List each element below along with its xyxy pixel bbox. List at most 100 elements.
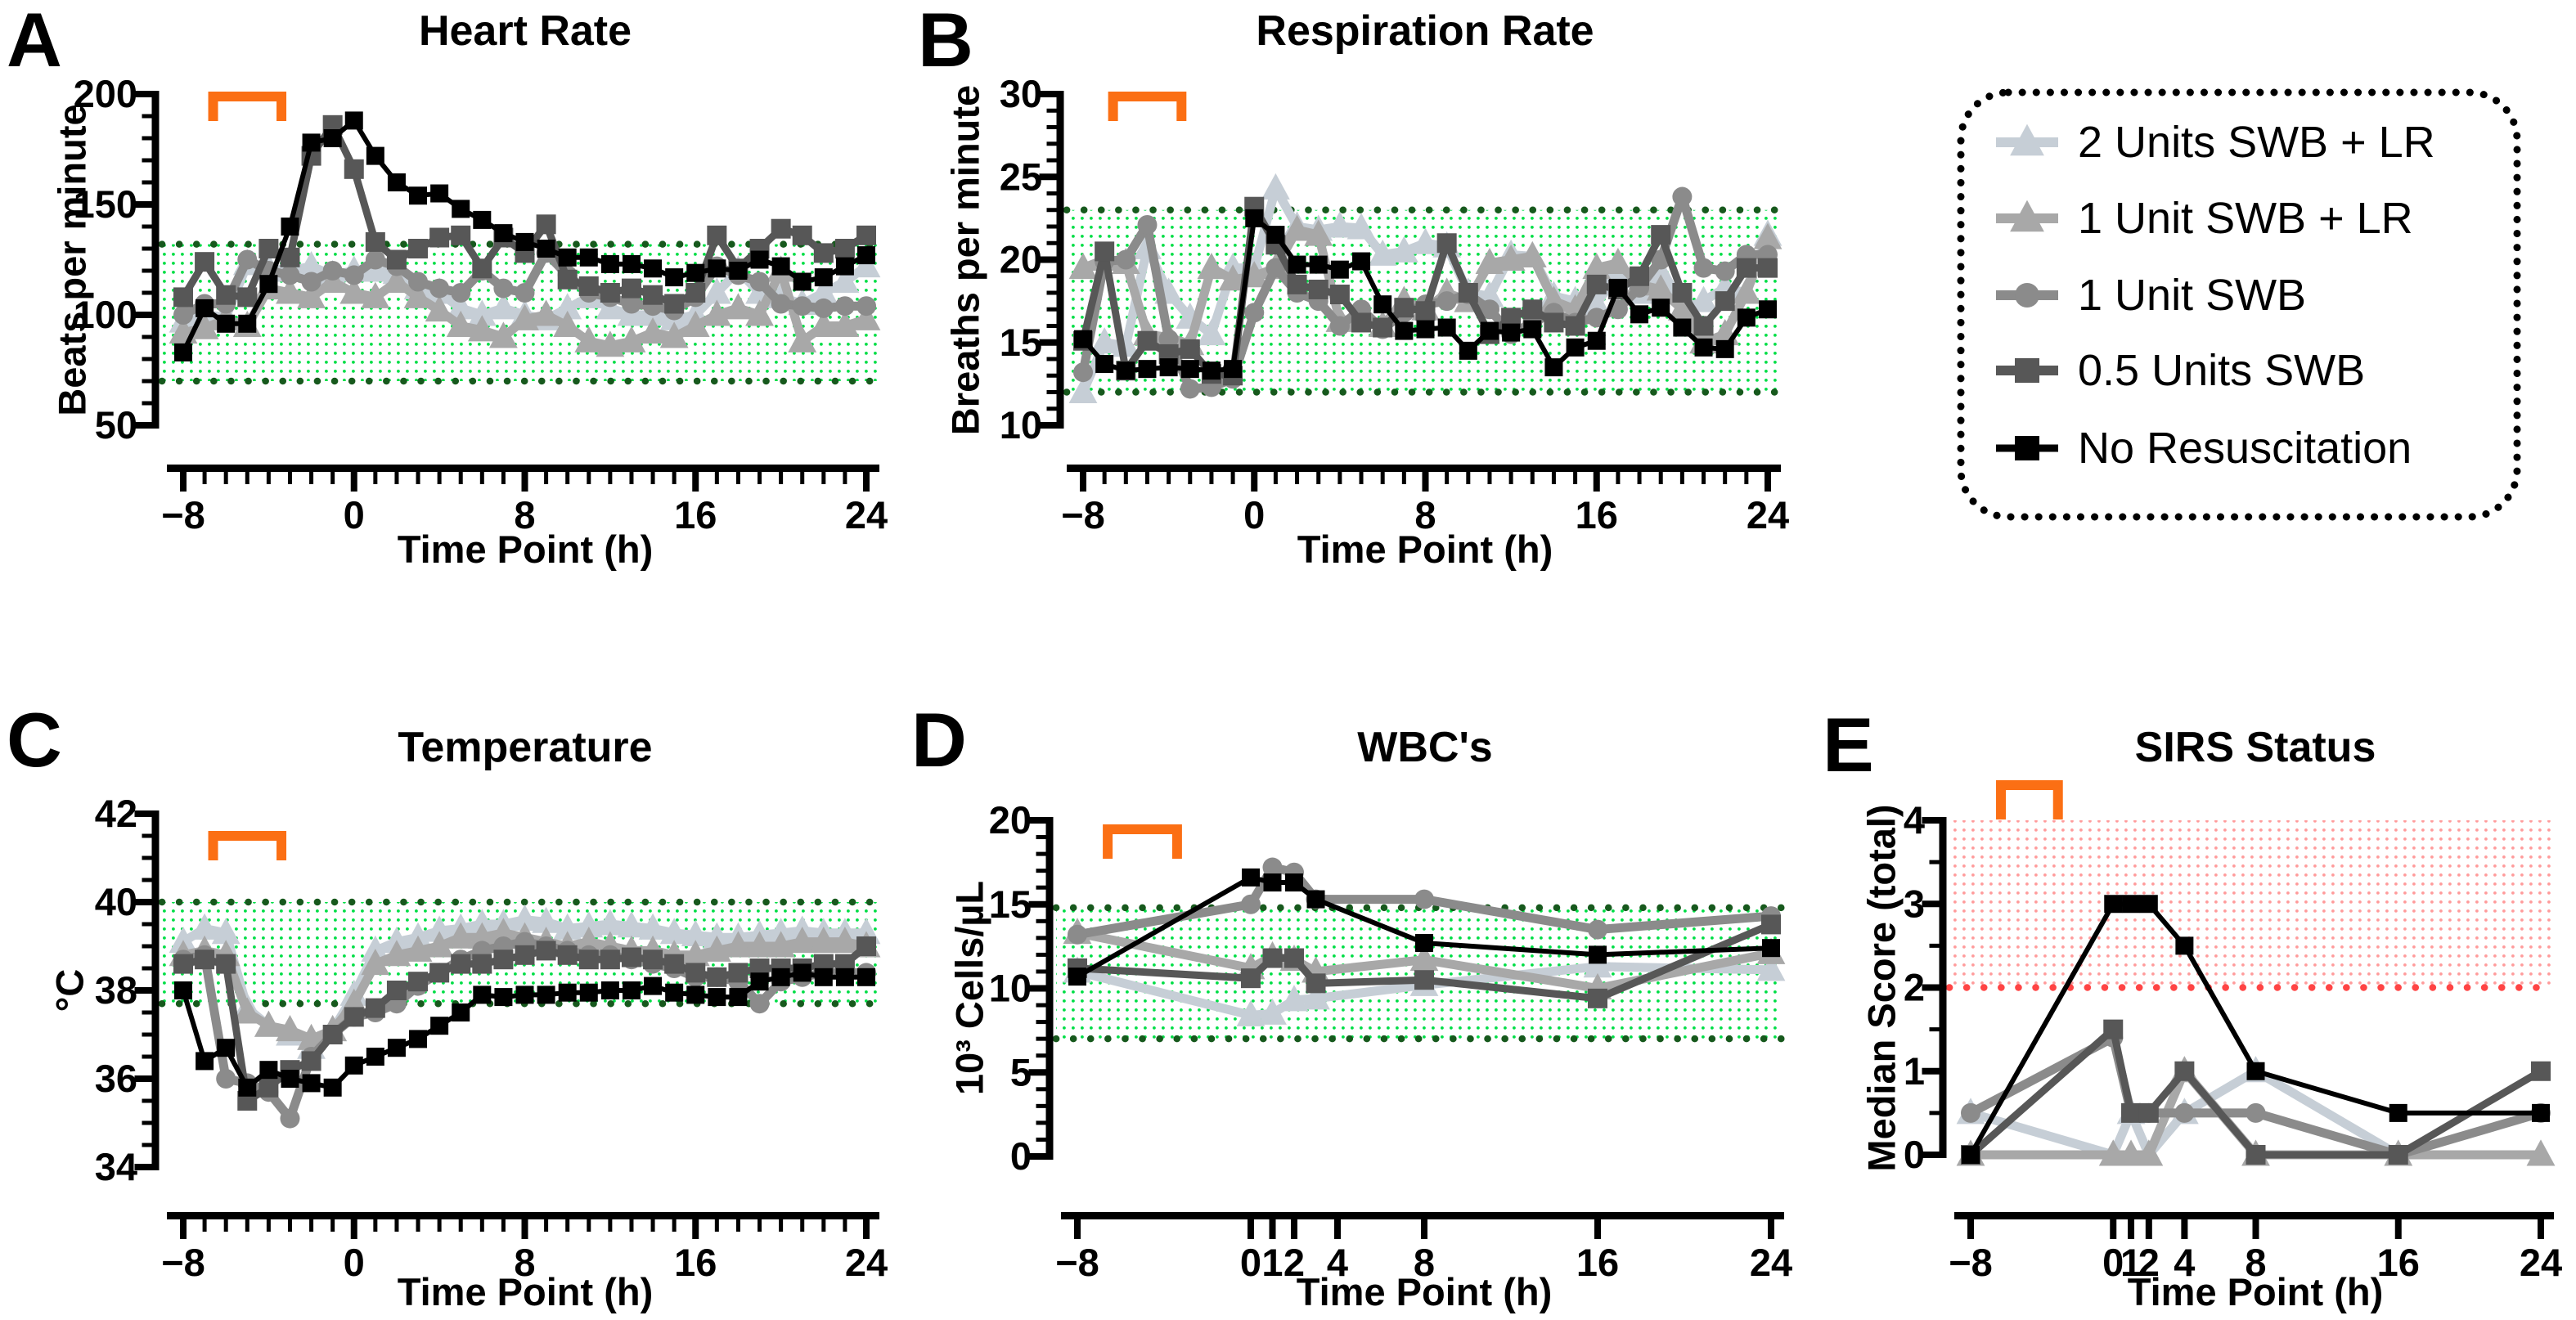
series-0-5-units-swb — [1068, 914, 1781, 1008]
x-axis: −8 0 8 16 24 — [1061, 465, 1789, 537]
x-tick-label: 24 — [1747, 493, 1789, 537]
legend-item-1-unit-swb — [1996, 283, 2058, 308]
y-tick-label: 15 — [1000, 321, 1042, 364]
y-tick-label: 30 — [1000, 72, 1042, 115]
x-tick-label: −8 — [1061, 493, 1105, 537]
intervention-bracket-icon — [1103, 824, 1182, 859]
y-tick-label: 15 — [989, 882, 1032, 926]
series-no-resuscitation — [174, 111, 875, 361]
panel-c-xlabel: Time Point (h) — [397, 1270, 654, 1313]
legend-label: 2 Units SWB + LR — [2078, 118, 2435, 167]
panel-b-letter: B — [918, 0, 973, 83]
y-tick-label: 20 — [1000, 238, 1042, 281]
panel-a-xlabel: Time Point (h) — [397, 528, 654, 571]
intervention-bracket-icon — [208, 92, 287, 121]
series-no-resuscitation — [1068, 868, 1780, 986]
panel-d-xlabel: Time Point (h) — [1296, 1270, 1553, 1313]
x-tick-label: 8 — [1414, 493, 1436, 537]
x-tick-label: 1 — [2120, 1241, 2142, 1284]
x-tick-label: 16 — [674, 493, 717, 537]
x-axis: −8 0 8 16 24 — [161, 1212, 888, 1284]
intervention-bracket-icon — [208, 831, 287, 860]
x-tick-label: 8 — [514, 493, 535, 537]
panel-c-ylabel: °C — [47, 968, 92, 1012]
panel-b-xlabel: Time Point (h) — [1297, 528, 1553, 571]
panel-a-ylabel: Beats per minute — [50, 104, 94, 416]
y-tick-label: 0 — [1010, 1134, 1032, 1178]
x-tick-label: 16 — [1576, 1241, 1619, 1284]
normal-range-band — [1949, 820, 2552, 988]
x-tick-label: −8 — [161, 1241, 205, 1284]
y-tick-label: 25 — [1000, 155, 1042, 198]
legend-label: No Resuscitation — [2078, 424, 2412, 473]
y-tick-label: 3 — [1904, 882, 1925, 925]
y-tick-label: 2 — [1904, 966, 1925, 1009]
panel-a-letter: A — [7, 0, 62, 83]
x-tick-label: −8 — [161, 493, 205, 537]
panel-a-title: Heart Rate — [418, 7, 632, 55]
x-tick-label: 16 — [1576, 493, 1618, 537]
panel-d-title: WBC's — [1357, 724, 1493, 771]
legend-item-no-resuscitation — [1996, 436, 2058, 460]
y-axis: 0 1 2 3 4 — [1904, 798, 1947, 1176]
panel-a-plot: 50 100 150 200 −8 0 8 16 24 — [74, 72, 888, 537]
x-tick-label: 24 — [845, 1241, 888, 1284]
x-tick-label: 2 — [2138, 1241, 2160, 1284]
x-tick-label: 0 — [1243, 493, 1265, 537]
panel-c-letter: C — [7, 697, 62, 783]
panel-d-letter: D — [911, 697, 967, 783]
x-tick-label: −8 — [1055, 1241, 1099, 1284]
x-tick-label: 4 — [1327, 1241, 1348, 1284]
y-tick-label: 200 — [74, 72, 137, 115]
y-tick-label: 150 — [74, 182, 137, 226]
y-tick-label: 10 — [989, 967, 1032, 1010]
intervention-bracket-icon — [1996, 780, 2063, 819]
panel-e-xlabel: Time Point (h) — [2127, 1270, 2384, 1313]
x-tick-label: 0 — [2102, 1241, 2124, 1284]
x-tick-label: 0 — [1240, 1241, 1261, 1284]
legend-label: 1 Unit SWB + LR — [2078, 194, 2413, 243]
legend-item-2-units-swb-lr — [1996, 123, 2058, 156]
panel-e-ylabel: Median Score (total) — [1859, 804, 1904, 1172]
panel-e-letter: E — [1823, 702, 1874, 788]
panel-c-plot: 34 36 38 40 42 −8 0 8 16 24 — [95, 792, 888, 1284]
legend-frame — [1957, 88, 2521, 521]
legend-label: 1 Unit SWB — [2078, 271, 2307, 320]
x-tick-label: 0 — [344, 493, 365, 537]
y-tick-label: 36 — [95, 1057, 137, 1100]
y-tick-label: 42 — [95, 792, 137, 835]
y-tick-label: 5 — [1010, 1050, 1032, 1093]
x-tick-label: 24 — [2520, 1241, 2562, 1284]
y-axis: 34 36 38 40 42 — [95, 792, 160, 1188]
legend-item-1-unit-swb-lr — [1996, 200, 2058, 232]
y-tick-label: 4 — [1904, 798, 1925, 842]
y-tick-label: 34 — [95, 1145, 137, 1188]
panel-e-title: SIRS Status — [2134, 724, 2376, 771]
series-no-resuscitation — [1962, 895, 2550, 1164]
y-tick-label: 100 — [74, 293, 137, 336]
y-tick-label: 50 — [95, 403, 137, 447]
legend-item-0-5-units-swb — [1996, 358, 2058, 383]
x-tick-label: 2 — [1284, 1241, 1305, 1284]
x-tick-label: 8 — [2245, 1241, 2266, 1284]
y-tick-label: 0 — [1904, 1133, 1925, 1176]
x-tick-label: 8 — [1414, 1241, 1435, 1284]
x-tick-label: −8 — [1949, 1241, 1993, 1284]
x-tick-label: 16 — [2377, 1241, 2420, 1284]
y-axis: 10 15 20 25 30 — [1000, 72, 1064, 447]
panel-b-title: Respiration Rate — [1256, 7, 1594, 55]
y-tick-label: 40 — [95, 880, 137, 923]
panel-b-plot: 10 15 20 25 30 −8 0 8 16 24 — [1000, 72, 1789, 537]
x-tick-label: 4 — [2174, 1241, 2195, 1284]
x-tick-label: 16 — [674, 1241, 717, 1284]
panel-c-title: Temperature — [398, 724, 653, 771]
panel-b-ylabel: Breaths per minute — [943, 84, 987, 436]
intervention-bracket-icon — [1108, 92, 1187, 121]
x-tick-label: 8 — [514, 1241, 535, 1284]
